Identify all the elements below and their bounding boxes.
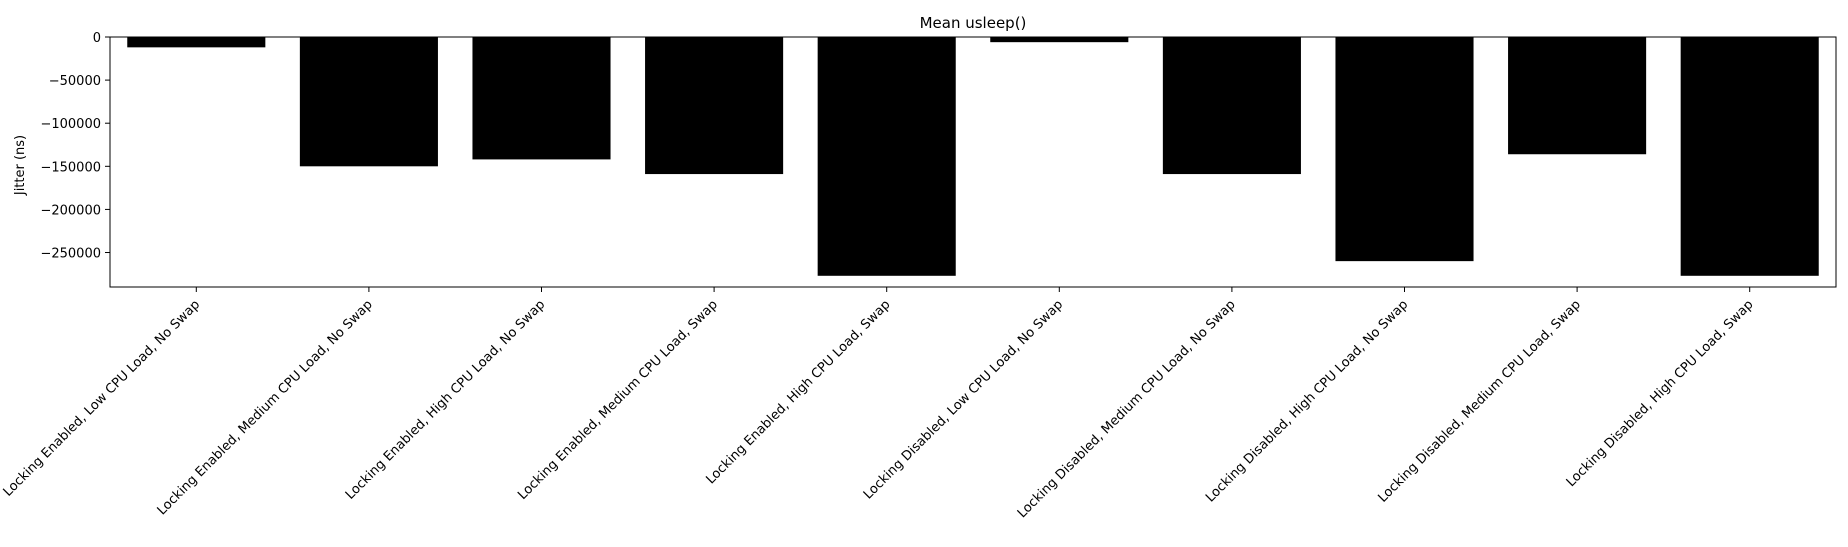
y-tick-label: −150000 — [40, 160, 101, 175]
x-tick-label: Locking Enabled, Medium CPU Load, Swap — [515, 297, 721, 503]
bar-2 — [299, 37, 438, 167]
x-tick-label: Locking Enabled, Low CPU Load, No Swap — [1, 297, 203, 499]
bar-6 — [990, 37, 1129, 43]
bar-9 — [1508, 37, 1647, 155]
chart-title: Mean usleep() — [920, 14, 1027, 32]
x-tick-label: Locking Enabled, High CPU Load, No Swap — [343, 297, 549, 503]
x-tick-label: Locking Disabled, Medium CPU Load, Swap — [1375, 297, 1583, 505]
x-tick-label: Locking Disabled, Low CPU Load, No Swap — [861, 297, 1066, 502]
x-tick-label: Locking Enabled, Medium CPU Load, No Swa… — [155, 297, 376, 518]
y-tick-label: 0 — [93, 31, 101, 46]
bar-3 — [472, 37, 611, 160]
bars-group — [127, 37, 1819, 276]
bar-1 — [127, 37, 266, 48]
y-axis: 0 −50000 −100000 −150000 −200000 −250000 — [40, 31, 110, 262]
y-tick-label: −250000 — [40, 247, 101, 262]
y-axis-label: Jitter (ns) — [13, 135, 28, 196]
x-tick-label: Locking Disabled, High CPU Load, Swap — [1564, 297, 1757, 490]
bar-4 — [645, 37, 784, 175]
bar-7 — [1162, 37, 1301, 175]
bar-8 — [1335, 37, 1474, 262]
x-tick-label: Locking Disabled, Medium CPU Load, No Sw… — [1015, 297, 1239, 521]
x-tick-label: Locking Enabled, High CPU Load, Swap — [703, 297, 893, 487]
y-tick-label: −100000 — [40, 117, 101, 132]
plot-frame — [109, 36, 1837, 288]
bar-10 — [1680, 37, 1819, 276]
y-tick-label: −50000 — [49, 74, 101, 89]
y-tick-label: −200000 — [40, 203, 101, 218]
x-tick-label: Locking Disabled, High CPU Load, No Swap — [1203, 297, 1411, 505]
x-axis: Locking Enabled, Low CPU Load, No SwapLo… — [1, 287, 1757, 521]
bar-5 — [817, 37, 956, 276]
